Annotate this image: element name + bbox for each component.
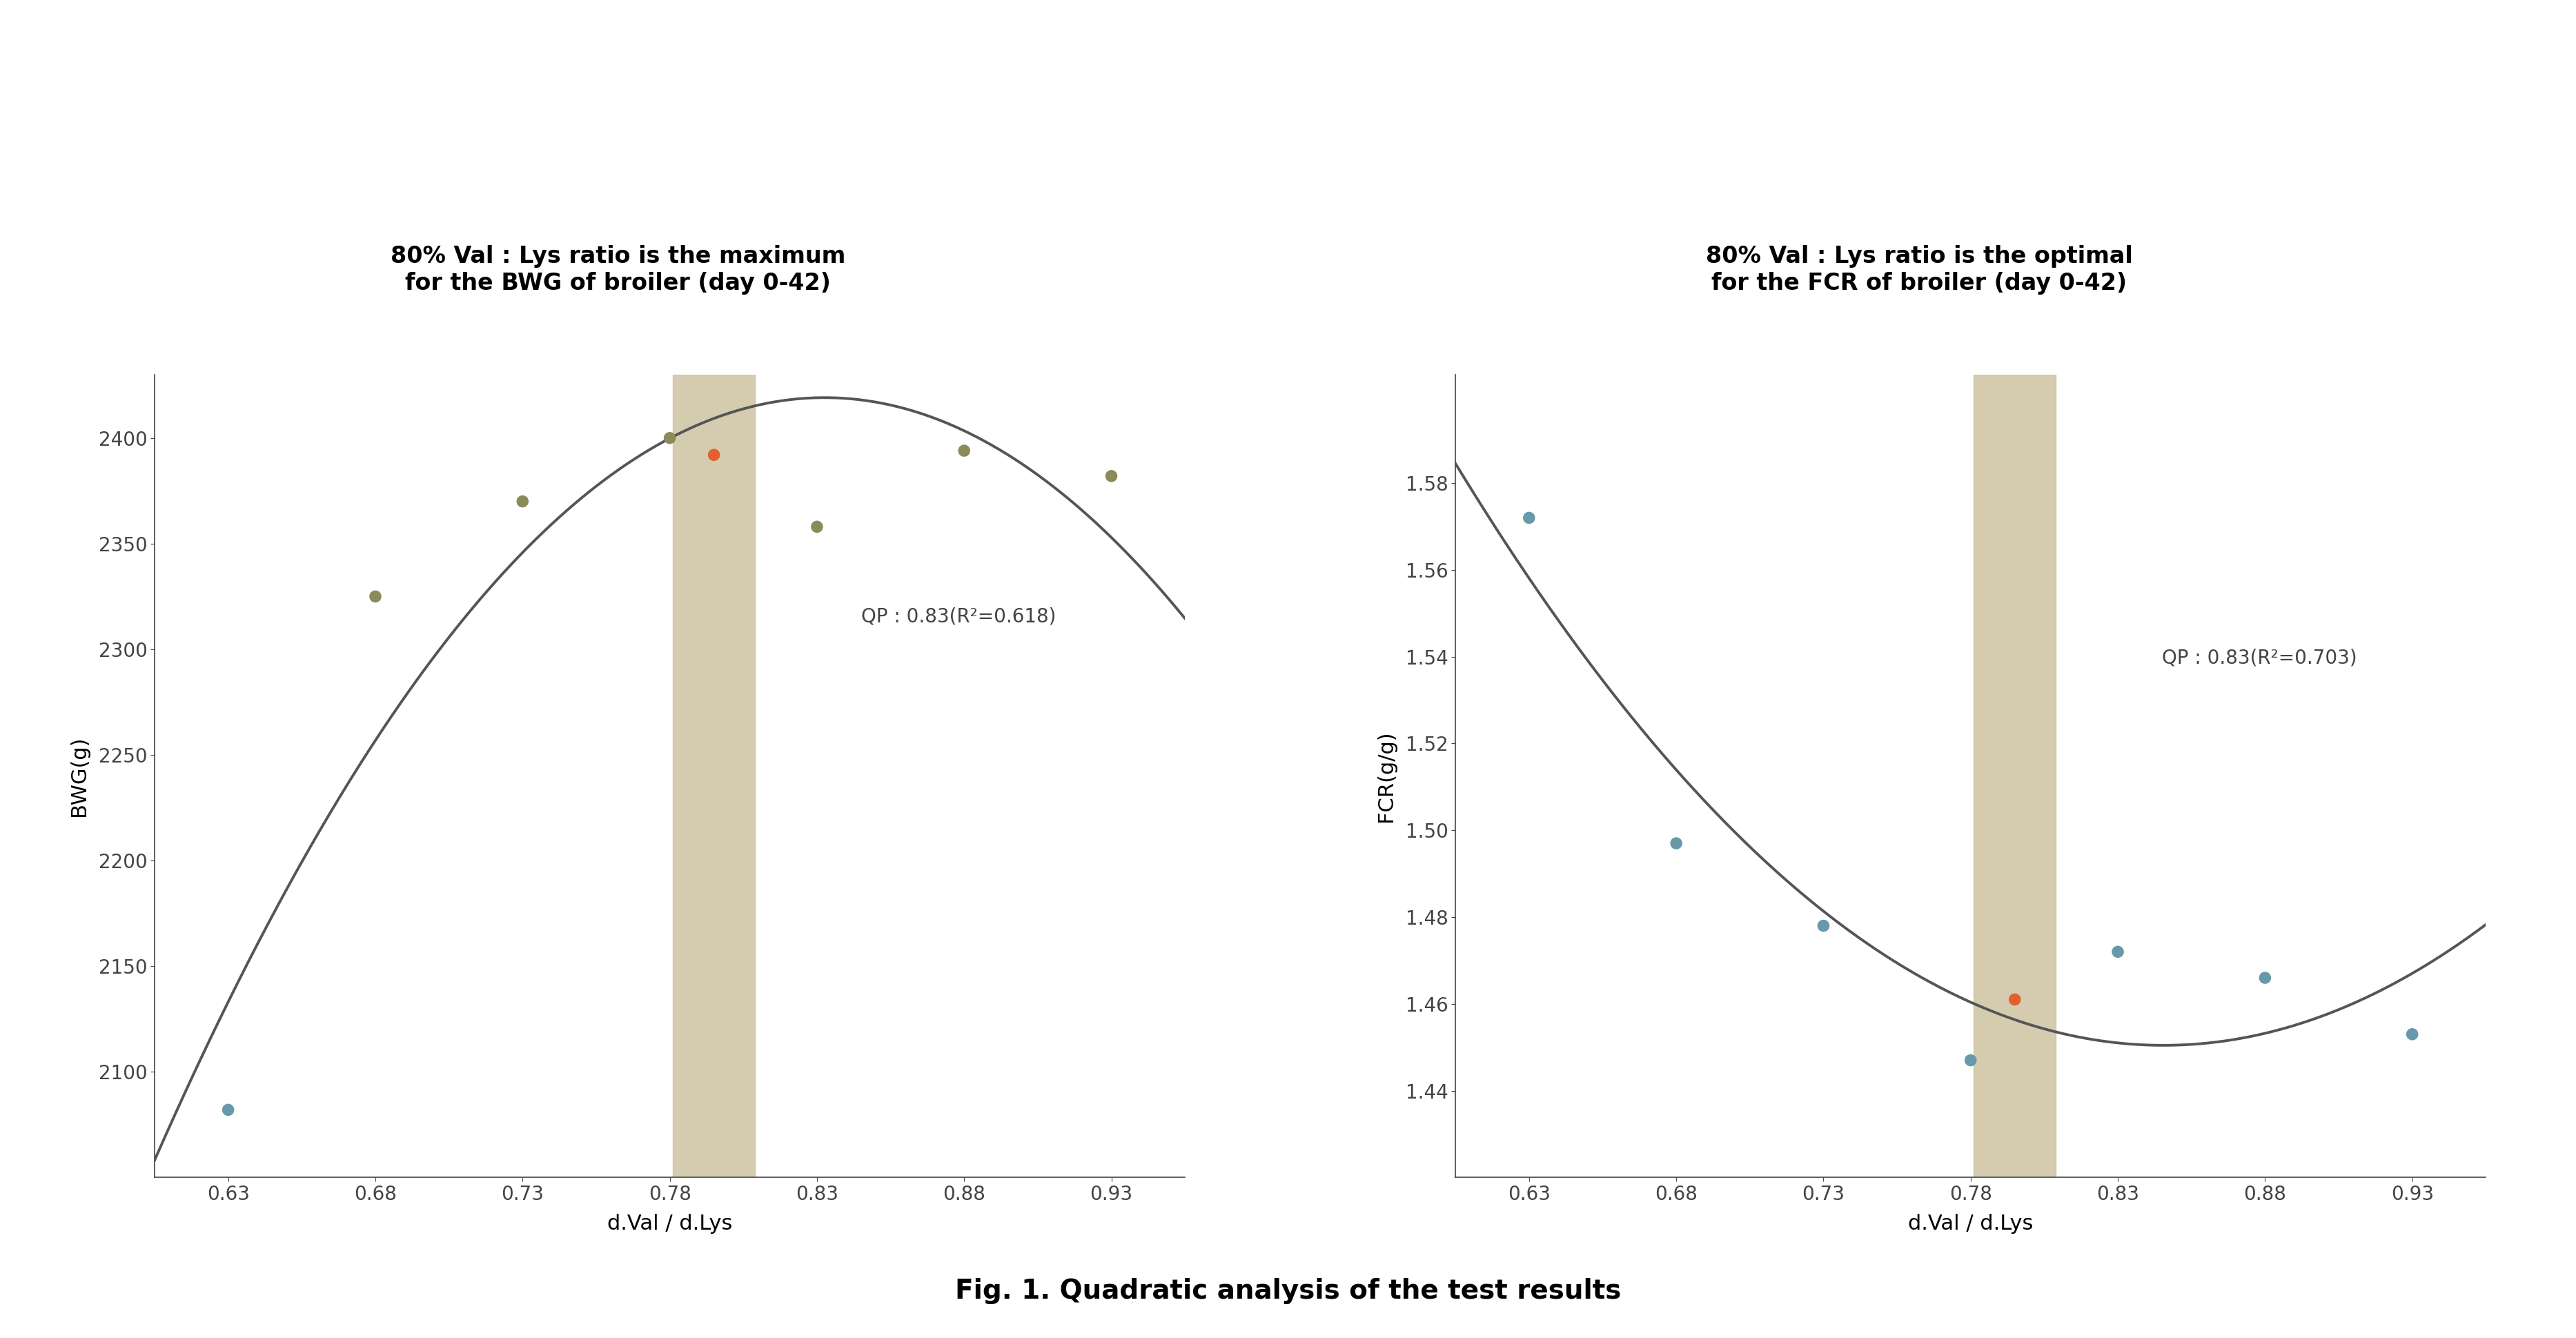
Point: [1510, 507, 1551, 529]
Text: QP : 0.83(R²=0.618): QP : 0.83(R²=0.618): [860, 607, 1056, 626]
Point: [1803, 915, 1844, 937]
Point: [1656, 832, 1698, 854]
Y-axis label: FCR(g/g): FCR(g/g): [1376, 731, 1396, 822]
Point: [693, 444, 734, 466]
Point: [2391, 1024, 2432, 1045]
Bar: [1973, 375, 2056, 1177]
Point: [1994, 989, 2035, 1010]
Point: [943, 440, 984, 462]
Text: 80% Val : Lys ratio is the maximum
for the BWG of broiler (day 0-42): 80% Val : Lys ratio is the maximum for t…: [392, 245, 845, 294]
Text: 80% Val : Lys ratio is the optimal
for the FCR of broiler (day 0-42): 80% Val : Lys ratio is the optimal for t…: [1705, 245, 2133, 294]
Point: [209, 1098, 250, 1120]
Y-axis label: BWG(g): BWG(g): [70, 736, 90, 816]
Point: [355, 586, 397, 607]
Point: [796, 516, 837, 538]
Point: [649, 427, 690, 448]
Text: QP : 0.83(R²=0.703): QP : 0.83(R²=0.703): [2161, 648, 2357, 668]
X-axis label: d.Val / d.Lys: d.Val / d.Lys: [608, 1214, 732, 1234]
Point: [2097, 941, 2138, 962]
Bar: [672, 375, 755, 1177]
Point: [2244, 967, 2285, 989]
Point: [1090, 466, 1131, 487]
Point: [1950, 1049, 1991, 1070]
X-axis label: d.Val / d.Lys: d.Val / d.Lys: [1909, 1214, 2032, 1234]
Text: Fig. 1. Quadratic analysis of the test results: Fig. 1. Quadratic analysis of the test r…: [956, 1278, 1620, 1305]
Point: [502, 491, 544, 512]
